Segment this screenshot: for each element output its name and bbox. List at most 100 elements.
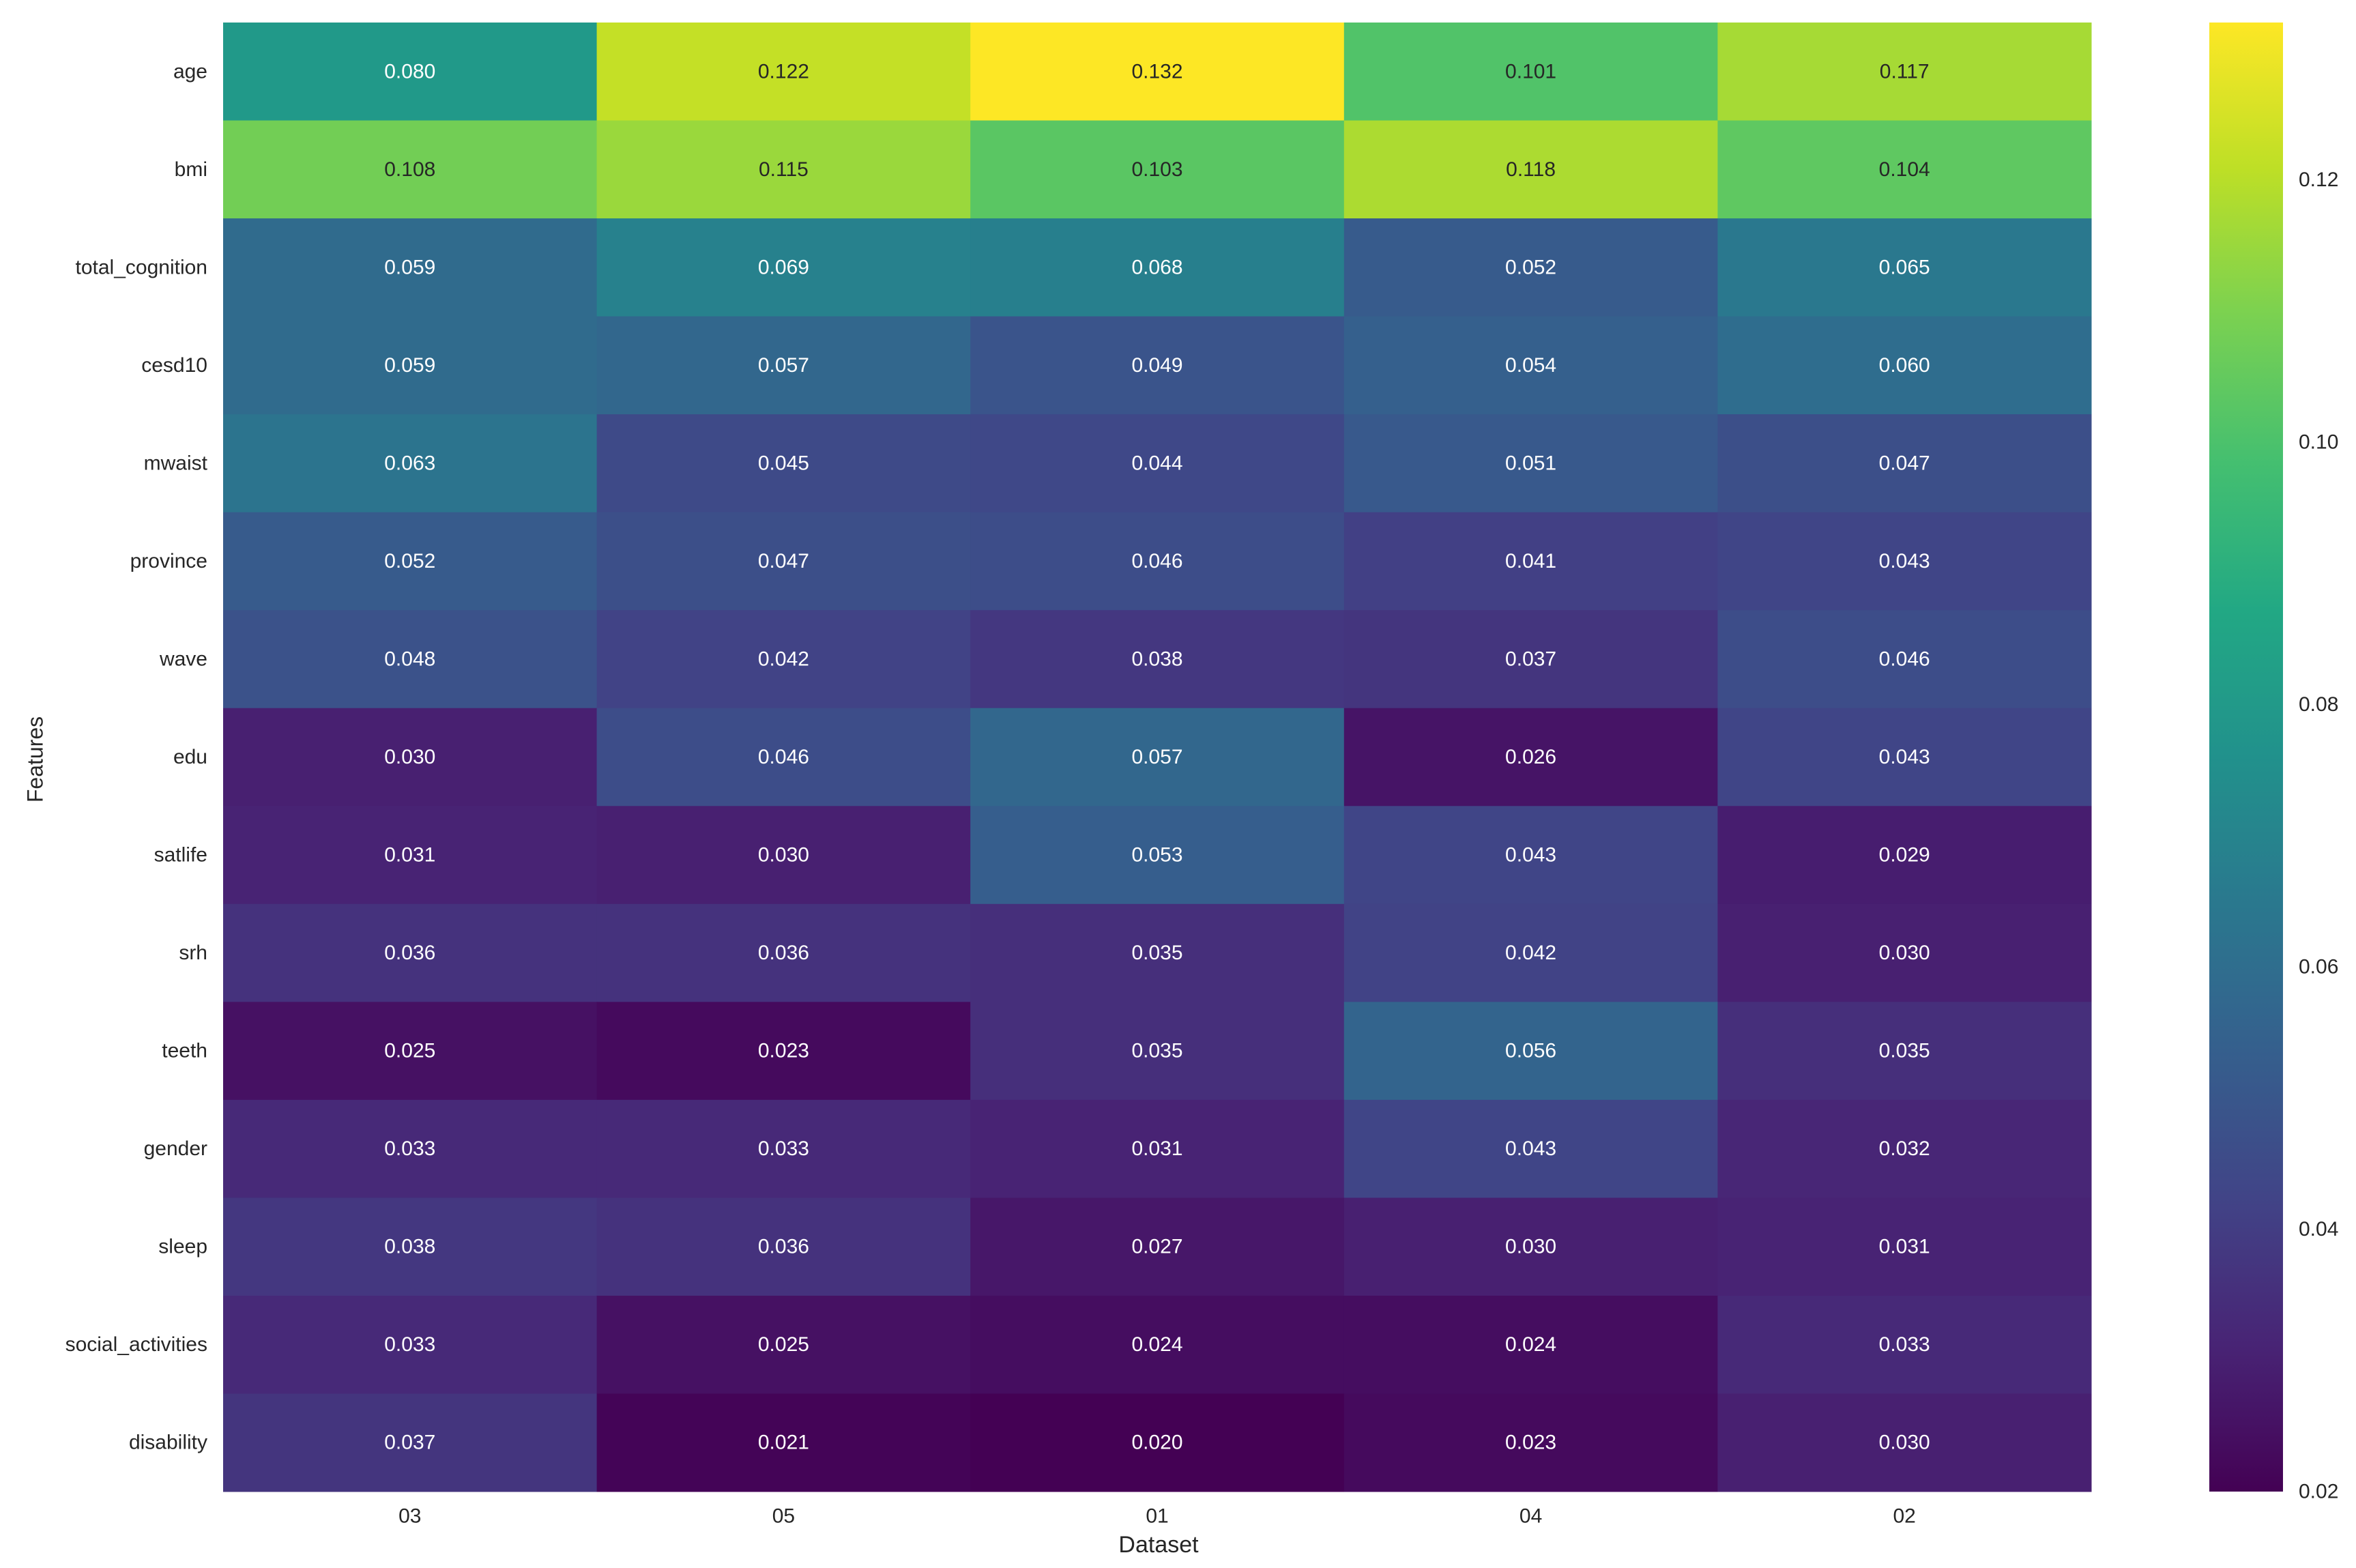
heatmap-cell — [1343, 806, 1718, 905]
cell-value-label: 0.030 — [758, 844, 809, 867]
heatmap-cell — [223, 316, 598, 415]
cell-value-label: 0.052 — [384, 550, 435, 572]
heatmap-cell-labels: 0.080 0.122 0.132 0.101 0.117 0.108 0.115 0.103… — [384, 60, 1930, 1453]
cell-value-label: 0.069 — [758, 256, 809, 278]
heatmap-cell — [596, 1197, 971, 1296]
heatmap-cell — [223, 1295, 598, 1394]
heatmap-cell — [970, 610, 1345, 709]
heatmap-cell — [1717, 23, 2092, 121]
heatmap-cell — [223, 23, 598, 121]
heatmap-cell — [970, 1002, 1345, 1101]
cell-value-label: 0.043 — [1879, 550, 1930, 572]
cell-value-label: 0.033 — [384, 1137, 435, 1160]
cell-value-label: 0.054 — [1505, 354, 1556, 377]
heatmap-cell — [970, 903, 1345, 1002]
x-tick-label: 02 — [1893, 1505, 1916, 1528]
cell-value-label: 0.037 — [384, 1432, 435, 1454]
heatmap-cell — [1343, 1295, 1718, 1394]
x-tick-label: 01 — [1146, 1505, 1168, 1528]
cell-value-label: 0.033 — [384, 1333, 435, 1356]
y-tick-label: edu — [173, 746, 207, 768]
heatmap-cell — [223, 512, 598, 611]
heatmap-cell — [1717, 120, 2092, 219]
cell-value-label: 0.101 — [1505, 60, 1556, 83]
heatmap-cell — [223, 414, 598, 513]
heatmap-cell — [223, 708, 598, 807]
heatmap-cell — [1717, 610, 2092, 709]
colorbar-tick-label: 0.12 — [2299, 169, 2338, 191]
cell-value-label: 0.035 — [1131, 942, 1182, 964]
heatmap-cell — [1717, 1099, 2092, 1198]
heatmap-cell — [596, 23, 971, 121]
cell-value-label: 0.122 — [758, 60, 809, 83]
heatmap-cell — [223, 120, 598, 219]
cell-value-label: 0.044 — [1131, 452, 1182, 474]
heatmap-cell — [1343, 1197, 1718, 1296]
cell-value-label: 0.025 — [758, 1333, 809, 1356]
heatmap-cell — [1343, 708, 1718, 807]
cell-value-label: 0.043 — [1505, 1137, 1556, 1160]
colorbar-tick-label: 0.04 — [2299, 1218, 2338, 1240]
cell-value-label: 0.080 — [384, 60, 435, 83]
heatmap-cell — [596, 1002, 971, 1101]
heatmap-cell — [223, 903, 598, 1002]
heatmap-cell — [970, 1197, 1345, 1296]
heatmap-cell — [596, 218, 971, 317]
heatmap-cell — [1343, 218, 1718, 317]
cell-value-label: 0.108 — [384, 158, 435, 181]
heatmap-cell — [970, 316, 1345, 415]
cell-value-label: 0.024 — [1131, 1333, 1182, 1356]
cell-value-label: 0.023 — [758, 1040, 809, 1062]
cell-value-label: 0.048 — [384, 648, 435, 670]
y-tick-label: srh — [179, 942, 207, 964]
heatmap-cell — [970, 23, 1345, 121]
colorbar-tick-labels: 0.02 0.04 0.06 0.08 0.10 0.12 — [2299, 169, 2338, 1502]
cell-value-label: 0.118 — [1506, 158, 1556, 181]
cell-value-label: 0.103 — [1131, 158, 1182, 181]
cell-value-label: 0.024 — [1505, 1333, 1556, 1356]
heatmap-cell — [1717, 1197, 2092, 1296]
heatmap-cell — [1717, 218, 2092, 317]
heatmap-cell — [970, 218, 1345, 317]
cell-value-label: 0.059 — [384, 256, 435, 278]
heatmap-cell — [1343, 414, 1718, 513]
cell-value-label: 0.035 — [1879, 1040, 1930, 1062]
cell-value-label: 0.020 — [1131, 1432, 1182, 1454]
cell-value-label: 0.029 — [1879, 844, 1930, 867]
cell-value-label: 0.030 — [384, 746, 435, 768]
cell-value-label: 0.057 — [1131, 746, 1182, 768]
heatmap-cell — [1717, 316, 2092, 415]
heatmap-cell — [1343, 120, 1718, 219]
heatmap-cell — [223, 1197, 598, 1296]
heatmap-cell — [1717, 806, 2092, 905]
cell-value-label: 0.047 — [1879, 452, 1930, 474]
cell-value-label: 0.049 — [1131, 354, 1182, 377]
heatmap-cell — [1343, 610, 1718, 709]
cell-value-label: 0.030 — [1879, 1432, 1930, 1454]
x-tick-label: 04 — [1519, 1505, 1542, 1528]
heatmap-cell — [1343, 903, 1718, 1002]
colorbar-tick-label: 0.10 — [2299, 431, 2338, 454]
cell-value-label: 0.035 — [1131, 1040, 1182, 1062]
cell-value-label: 0.042 — [1505, 942, 1556, 964]
cell-value-label: 0.036 — [758, 942, 809, 964]
heatmap-cell — [596, 512, 971, 611]
heatmap-cell — [970, 1099, 1345, 1198]
x-tick-label: 05 — [772, 1505, 795, 1528]
heatmap-cell — [1717, 708, 2092, 807]
heatmap-cell — [223, 806, 598, 905]
x-axis-label: Dataset — [1118, 1532, 1199, 1558]
x-axis-tick-labels: 03 05 01 04 02 — [398, 1505, 1916, 1528]
heatmap-cell — [970, 708, 1345, 807]
cell-value-label: 0.033 — [758, 1137, 809, 1160]
heatmap-cell — [970, 120, 1345, 219]
cell-value-label: 0.065 — [1879, 256, 1930, 278]
heatmap-cell — [1343, 316, 1718, 415]
x-tick-label: 03 — [398, 1505, 421, 1528]
heatmap-cell — [596, 903, 971, 1002]
cell-value-label: 0.031 — [1879, 1236, 1930, 1258]
cell-value-label: 0.038 — [1131, 648, 1182, 670]
cell-value-label: 0.036 — [758, 1236, 809, 1258]
cell-value-label: 0.060 — [1879, 354, 1930, 377]
cell-value-label: 0.023 — [1505, 1432, 1556, 1454]
